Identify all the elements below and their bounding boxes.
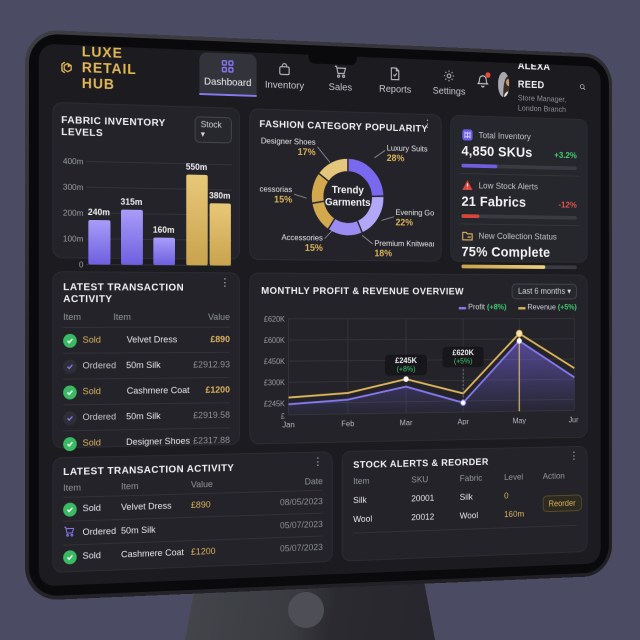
svg-text:400m: 400m bbox=[63, 156, 84, 166]
svg-text:Mar: Mar bbox=[400, 418, 413, 428]
svg-text:200m: 200m bbox=[63, 208, 84, 218]
svg-text:17%: 17% bbox=[298, 147, 316, 158]
svg-text:£620K: £620K bbox=[452, 348, 473, 358]
svg-text:£450K: £450K bbox=[264, 357, 286, 366]
svg-text:15%: 15% bbox=[274, 195, 292, 206]
svg-text:Garments: Garments bbox=[325, 197, 371, 209]
svg-text:160m: 160m bbox=[153, 225, 175, 235]
svg-text:Apr: Apr bbox=[458, 417, 469, 427]
svg-text:300m: 300m bbox=[63, 182, 84, 192]
svg-text:Trendy: Trendy bbox=[332, 184, 364, 196]
svg-text:Accessories: Accessories bbox=[282, 232, 323, 242]
svg-text:240m: 240m bbox=[88, 207, 110, 217]
svg-text:550m: 550m bbox=[186, 162, 208, 172]
svg-text:Premium Knitwear: Premium Knitwear bbox=[374, 238, 433, 248]
svg-text:Luxury Suits: Luxury Suits bbox=[387, 143, 428, 154]
svg-text:£245K: £245K bbox=[264, 399, 286, 408]
svg-text:380m: 380m bbox=[209, 191, 230, 201]
svg-text:15%: 15% bbox=[305, 243, 323, 254]
svg-text:22%: 22% bbox=[396, 218, 414, 229]
svg-text:Designer Shoes: Designer Shoes bbox=[261, 136, 316, 147]
svg-text:£600K: £600K bbox=[264, 336, 286, 345]
svg-text:Jan: Jan bbox=[282, 419, 295, 428]
svg-text:100m: 100m bbox=[63, 233, 84, 243]
svg-text:Accessorias: Accessorias bbox=[259, 184, 292, 195]
svg-text:£: £ bbox=[281, 412, 286, 421]
svg-text:(+5%): (+5%) bbox=[454, 357, 473, 366]
svg-text:£245K: £245K bbox=[395, 355, 417, 365]
svg-text:£620K: £620K bbox=[264, 315, 286, 324]
svg-text:£300K: £300K bbox=[264, 378, 286, 387]
svg-text:Feb: Feb bbox=[341, 419, 354, 429]
svg-text:18%: 18% bbox=[374, 249, 392, 259]
svg-text:Evening Gowns: Evening Gowns bbox=[396, 207, 434, 217]
svg-text:28%: 28% bbox=[387, 153, 405, 164]
svg-text:315m: 315m bbox=[121, 197, 143, 207]
svg-text:0: 0 bbox=[79, 259, 84, 269]
svg-text:Jun: Jun bbox=[569, 415, 579, 424]
svg-text:May: May bbox=[512, 416, 526, 426]
svg-text:(+8%): (+8%) bbox=[397, 365, 416, 374]
